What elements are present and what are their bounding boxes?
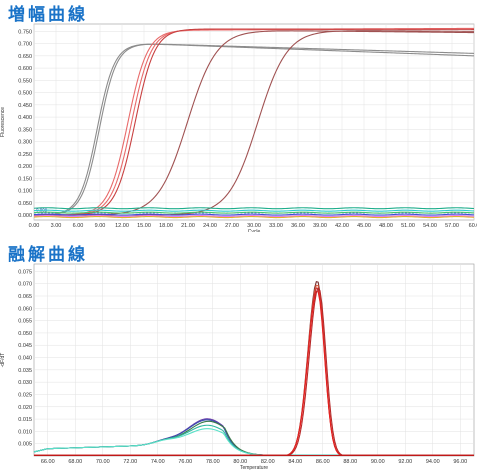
amp-x-axis-title: Cycle — [248, 229, 261, 232]
amp-y-tick-label: 0.750 — [18, 29, 32, 35]
amp-y-tick-label: 0.450 — [18, 103, 32, 109]
amp-x-tick-label: 42.00 — [335, 223, 349, 229]
melt-x-tick-label: 78.00 — [206, 459, 220, 465]
amp-y-tick-label: 0.000 — [18, 213, 32, 219]
amp-series-line-1 — [33, 43, 475, 216]
amp-series-line-8 — [33, 209, 475, 212]
amp-y-tick-label: 0.150 — [18, 176, 32, 182]
amp-x-tick-label: 18.00 — [159, 223, 173, 229]
amp-series-line-11 — [33, 215, 475, 218]
amp-series-line-10 — [33, 213, 475, 216]
melt-y-tick-label: 0.030 — [18, 380, 32, 386]
amp-y-axis-title: Fluorescence — [0, 107, 6, 137]
melt-title: 融解曲線 — [8, 245, 88, 265]
amp-y-tick-label: 0.400 — [18, 115, 32, 121]
amp-y-tick-label: 0.550 — [18, 78, 32, 84]
melt-x-tick-label: 90.00 — [371, 459, 385, 465]
melt-y-tick-label: 0.005 — [18, 442, 32, 448]
amp-series-line-0 — [33, 43, 475, 216]
amp-x-tick-label: 54.00 — [423, 223, 437, 229]
amp-y-tick-label: 0.700 — [18, 42, 32, 48]
melt-y-tick-label: 0.075 — [18, 269, 32, 275]
amp-x-tick-label: 27.00 — [225, 223, 239, 229]
melt-x-tick-label: 96.00 — [453, 459, 467, 465]
melt-x-axis-title: Temperature — [240, 465, 268, 471]
melt-chart: 66.00 68.00 70.00 72.00 74.00 76.00 78.00 80.00… — [0, 263, 475, 471]
amp-x-tick-label: 45.00 — [357, 223, 371, 229]
amp-y-tick-label: 0.100 — [18, 189, 32, 195]
amp-x-tick-label: 30.00 — [247, 223, 261, 229]
melt-x-tick-label: 86.00 — [316, 459, 330, 465]
amp-x-tick-label: 57.00 — [445, 223, 459, 229]
amp-y-tick-label: 0.050 — [18, 201, 32, 207]
melt-y-tick-label: 0.010 — [18, 429, 32, 435]
amp-x-tick-label: 3.00 — [51, 223, 62, 229]
melt-x-tick-label: 66.00 — [41, 459, 55, 465]
melt-y-tick-label: 0.055 — [18, 319, 32, 325]
amp-y-tick-label: 0.250 — [18, 152, 32, 158]
amp-y-tick-label: 0.300 — [18, 140, 32, 146]
melt-y-tick-label: 0.050 — [18, 331, 32, 337]
amp-series-line-12 — [33, 216, 475, 219]
melt-y-tick-label: 0.070 — [18, 282, 32, 288]
melt-y-tick-label: 0.020 — [18, 405, 32, 411]
amp-x-tick-label: 39.00 — [313, 223, 327, 229]
melt-x-tick-label: 72.00 — [123, 459, 137, 465]
amp-series-line-4 — [34, 28, 474, 216]
melt-x-tick-label: 84.00 — [288, 459, 302, 465]
melt-x-tick-label: 80.00 — [233, 459, 247, 465]
melt-y-tick-label: 0.015 — [18, 417, 32, 423]
amplification-chart: 0.00 3.00 6.00 9.00 12.00 15.00 18.00 21.00 24.0… — [0, 23, 477, 232]
amp-x-tick-label: 15.00 — [137, 223, 151, 229]
amplification-title: 増幅曲線 — [8, 5, 88, 25]
melt-y-tick-label: 0.035 — [18, 368, 32, 374]
melt-x-tick-label: 94.00 — [426, 459, 440, 465]
amp-series-line-6 — [34, 30, 475, 216]
melt-plot-area — [33, 263, 475, 457]
amp-x-tick-label: 6.00 — [73, 223, 84, 229]
amp-x-tick-label: 12.00 — [115, 223, 129, 229]
amp-x-tick-label: 48.00 — [379, 223, 393, 229]
melt-x-tick-label: 92.00 — [398, 459, 412, 465]
amp-x-tick-label: 60.0 — [469, 223, 477, 229]
amp-y-tick-label: 0.200 — [18, 164, 32, 170]
amp-x-tick-label: 24.00 — [203, 223, 217, 229]
melt-x-tick-label: 76.00 — [178, 459, 192, 465]
melt-y-tick-label: 0.060 — [18, 306, 32, 312]
amp-y-tick-label: 0.350 — [18, 127, 32, 133]
amp-x-tick-label: 21.00 — [181, 223, 195, 229]
amp-x-tick-label: 51.00 — [401, 223, 415, 229]
amp-x-tick-label: 9.00 — [95, 223, 106, 229]
amp-y-tick-label: 0.650 — [18, 54, 32, 60]
melt-y-tick-label: 0.025 — [18, 392, 32, 398]
melt-x-tick-label: 88.00 — [343, 459, 357, 465]
amp-series-line-9 — [33, 211, 475, 214]
melt-y-tick-label: 0.045 — [18, 343, 32, 349]
melt-x-tick-label: 74.00 — [151, 459, 165, 465]
amp-y-tick-label: 0.600 — [18, 66, 32, 72]
melt-x-tick-label: 70.00 — [96, 459, 110, 465]
melt-y-tick-label: 0.065 — [18, 294, 32, 300]
melt-x-tick-label: 82.00 — [261, 459, 275, 465]
amp-series-line-7 — [33, 207, 475, 210]
amp-x-tick-label: 36.00 — [291, 223, 305, 229]
amp-x-tick-label: 0.00 — [29, 223, 40, 229]
amp-x-tick-label: 33.00 — [269, 223, 283, 229]
melt-y-tick-label: 0.040 — [18, 356, 32, 362]
melt-y-axis-title: -dF/dT — [0, 353, 6, 368]
amp-y-tick-label: 0.500 — [18, 91, 32, 97]
melt-x-tick-label: 68.00 — [68, 459, 82, 465]
